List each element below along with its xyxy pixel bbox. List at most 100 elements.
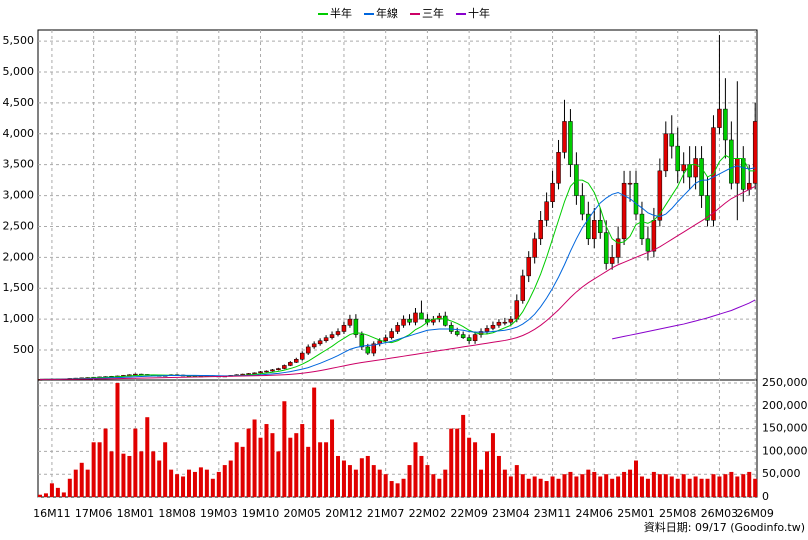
- volume-bar: [651, 471, 656, 497]
- y2-tick-label: 200,000: [762, 399, 808, 412]
- candle-body: [669, 133, 675, 147]
- volume-bar: [127, 455, 132, 497]
- candle-body: [526, 257, 531, 277]
- x-tick-label: 21M07: [367, 507, 405, 520]
- y-tick-label: 1,000: [3, 312, 35, 325]
- candle-body: [282, 365, 287, 369]
- candle-body: [466, 337, 472, 341]
- volume-bar: [151, 451, 156, 497]
- candle-body: [323, 337, 329, 341]
- y-tick-label: 500: [13, 343, 34, 356]
- y-tick-label: 1,500: [3, 281, 35, 294]
- volume-bar: [49, 483, 54, 497]
- candle-body: [621, 182, 627, 240]
- volume-bar: [622, 471, 627, 497]
- x-tick-label: 19M10: [242, 507, 280, 520]
- volume-bar: [109, 451, 114, 497]
- volume-bar: [419, 455, 424, 497]
- candle-body: [586, 213, 591, 240]
- volume-bar: [401, 478, 406, 497]
- volume-bar: [389, 481, 394, 497]
- candle-body: [532, 238, 537, 258]
- candle-body: [568, 121, 573, 165]
- volume-bar: [318, 442, 323, 497]
- candle-body: [353, 318, 359, 335]
- volume-bar: [562, 474, 567, 497]
- volume-bar: [210, 478, 215, 497]
- candle-body: [299, 352, 305, 360]
- candle-body: [544, 201, 549, 221]
- volume-bar: [574, 476, 579, 497]
- legend-label: 年線: [376, 6, 398, 20]
- candle-body: [258, 371, 263, 374]
- volume-bar: [741, 474, 746, 497]
- candle-body: [693, 158, 698, 178]
- volume-bar: [395, 483, 400, 497]
- volume-bar: [479, 469, 484, 497]
- candle-body: [484, 328, 490, 332]
- volume-bar: [657, 474, 662, 497]
- candle-body: [752, 121, 758, 184]
- volume-bar: [592, 471, 597, 497]
- x-tick-label: 17M06: [75, 507, 113, 520]
- y-tick-label: 4,500: [3, 96, 35, 109]
- candle-body: [645, 238, 651, 252]
- volume-bar: [473, 442, 478, 497]
- candle-body: [419, 312, 424, 320]
- volume-bar: [347, 465, 352, 497]
- candle-body: [389, 331, 394, 338]
- candle-body: [603, 232, 609, 264]
- volume-bar: [294, 433, 299, 497]
- candle-body: [550, 182, 555, 202]
- volume-bar: [192, 471, 197, 497]
- volume-bar: [240, 446, 245, 497]
- candle-body: [657, 170, 663, 221]
- volume-bar: [377, 469, 382, 497]
- candle-body: [383, 337, 388, 341]
- volume-bar: [139, 451, 144, 497]
- x-tick-label: 26M03: [701, 507, 739, 520]
- candle-body: [514, 300, 520, 320]
- volume-bar: [538, 478, 543, 497]
- candle-body: [741, 158, 746, 190]
- volume-bar: [455, 428, 460, 497]
- candle-body: [699, 158, 704, 196]
- volume-bar: [729, 471, 734, 497]
- volume-bar: [717, 476, 722, 497]
- candle-body: [460, 334, 466, 338]
- volume-bar: [467, 437, 472, 497]
- volume-bar: [383, 474, 388, 497]
- volume-bar: [79, 462, 84, 497]
- y2-tick-label: 250,000: [762, 376, 808, 389]
- candle-body: [556, 152, 561, 184]
- x-tick-label: 20M05: [283, 507, 321, 520]
- ma-line: [612, 299, 756, 340]
- volume-bar: [270, 433, 275, 497]
- candle-body: [252, 372, 257, 375]
- x-tick-label: 22M09: [450, 507, 488, 520]
- volume-bar: [645, 478, 650, 497]
- volume-bar: [330, 419, 335, 497]
- ma-line: [40, 165, 756, 380]
- volume-bar: [276, 451, 281, 497]
- x-tick-label: 24M06: [576, 507, 614, 520]
- volume-bar: [204, 469, 209, 497]
- candle-body: [663, 133, 669, 172]
- x-tick-label: 16M11: [33, 507, 71, 520]
- x-tick-label: 18M01: [117, 507, 155, 520]
- volume-bar: [747, 471, 752, 497]
- candle-body: [592, 220, 597, 240]
- volume-bar: [753, 478, 758, 497]
- volume-bar: [222, 465, 227, 497]
- candle-body: [478, 331, 484, 335]
- volume-bar: [306, 446, 311, 497]
- volume-bar: [723, 474, 728, 497]
- volume-bar: [598, 476, 603, 497]
- x-tick-label: 18M08: [158, 507, 196, 520]
- volume-bar: [502, 469, 507, 497]
- volume-bar: [121, 453, 126, 497]
- volume-bar: [663, 474, 668, 497]
- volume-bar: [520, 474, 525, 497]
- volume-bar: [264, 424, 269, 497]
